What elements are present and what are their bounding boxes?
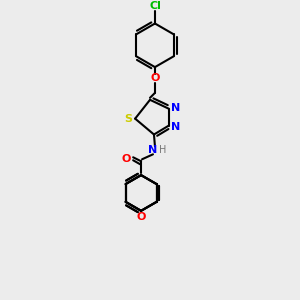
Text: N: N — [148, 146, 158, 155]
Text: N: N — [171, 103, 180, 113]
Text: Cl: Cl — [149, 1, 161, 11]
Text: S: S — [124, 114, 132, 124]
Text: H: H — [159, 146, 167, 155]
Text: O: O — [150, 73, 160, 83]
Text: O: O — [136, 212, 146, 222]
Text: N: N — [171, 122, 180, 132]
Text: O: O — [122, 154, 131, 164]
